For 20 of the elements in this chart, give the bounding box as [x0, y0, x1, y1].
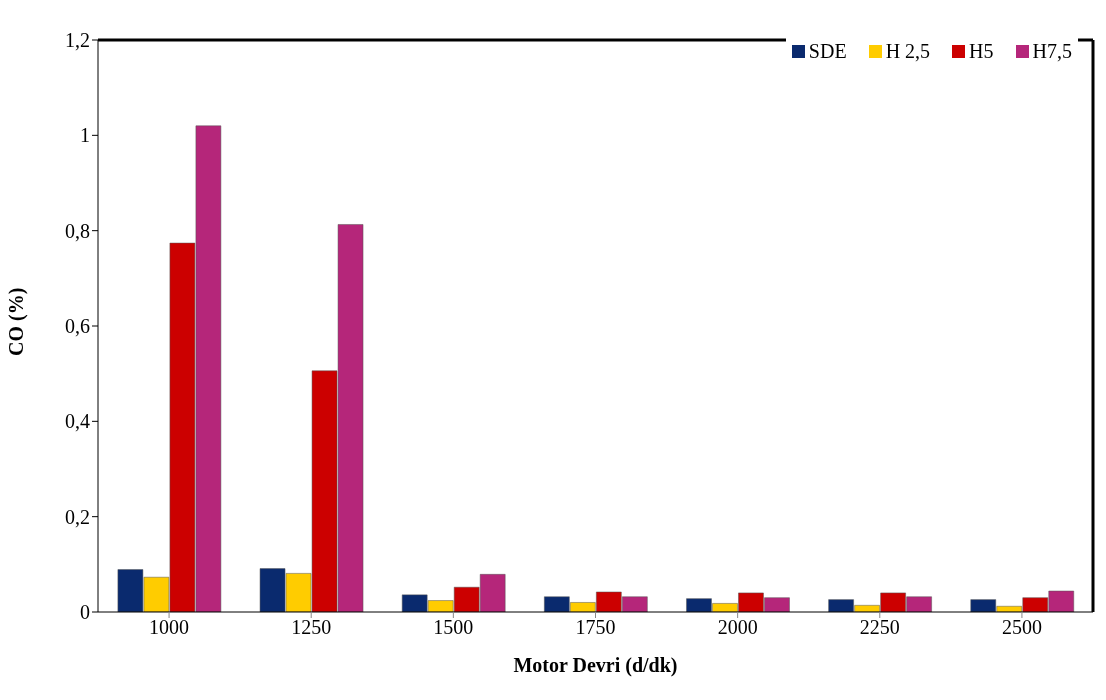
legend-label: H5 [968, 40, 994, 63]
x-axis-title: Motor Devri (d/dk) [513, 654, 678, 677]
x-tick-label: 2000 [717, 616, 758, 639]
y-tick-label: 0,2 [65, 505, 90, 528]
y-tick-label: 1,2 [65, 29, 90, 52]
legend-label: SDE [807, 40, 847, 63]
y-tick-label: 0 [80, 601, 90, 624]
x-tick-label: 2250 [859, 616, 900, 639]
x-tick-label: 1750 [575, 616, 616, 639]
x-tick-label: 1000 [149, 616, 190, 639]
y-axis-title: CO (%) [5, 287, 29, 356]
y-tick-label: 1 [80, 124, 90, 147]
x-tick-label: 1500 [433, 616, 474, 639]
y-tick-label: 0,6 [65, 315, 90, 338]
legend-label: H 2,5 [884, 40, 931, 63]
legend-label: H7,5 [1031, 40, 1072, 63]
x-tick-label: 2500 [1001, 616, 1042, 639]
y-tick-label: 0,4 [65, 410, 90, 433]
y-tick-label: 0,8 [65, 219, 90, 242]
x-tick-label: 1250 [291, 616, 332, 639]
